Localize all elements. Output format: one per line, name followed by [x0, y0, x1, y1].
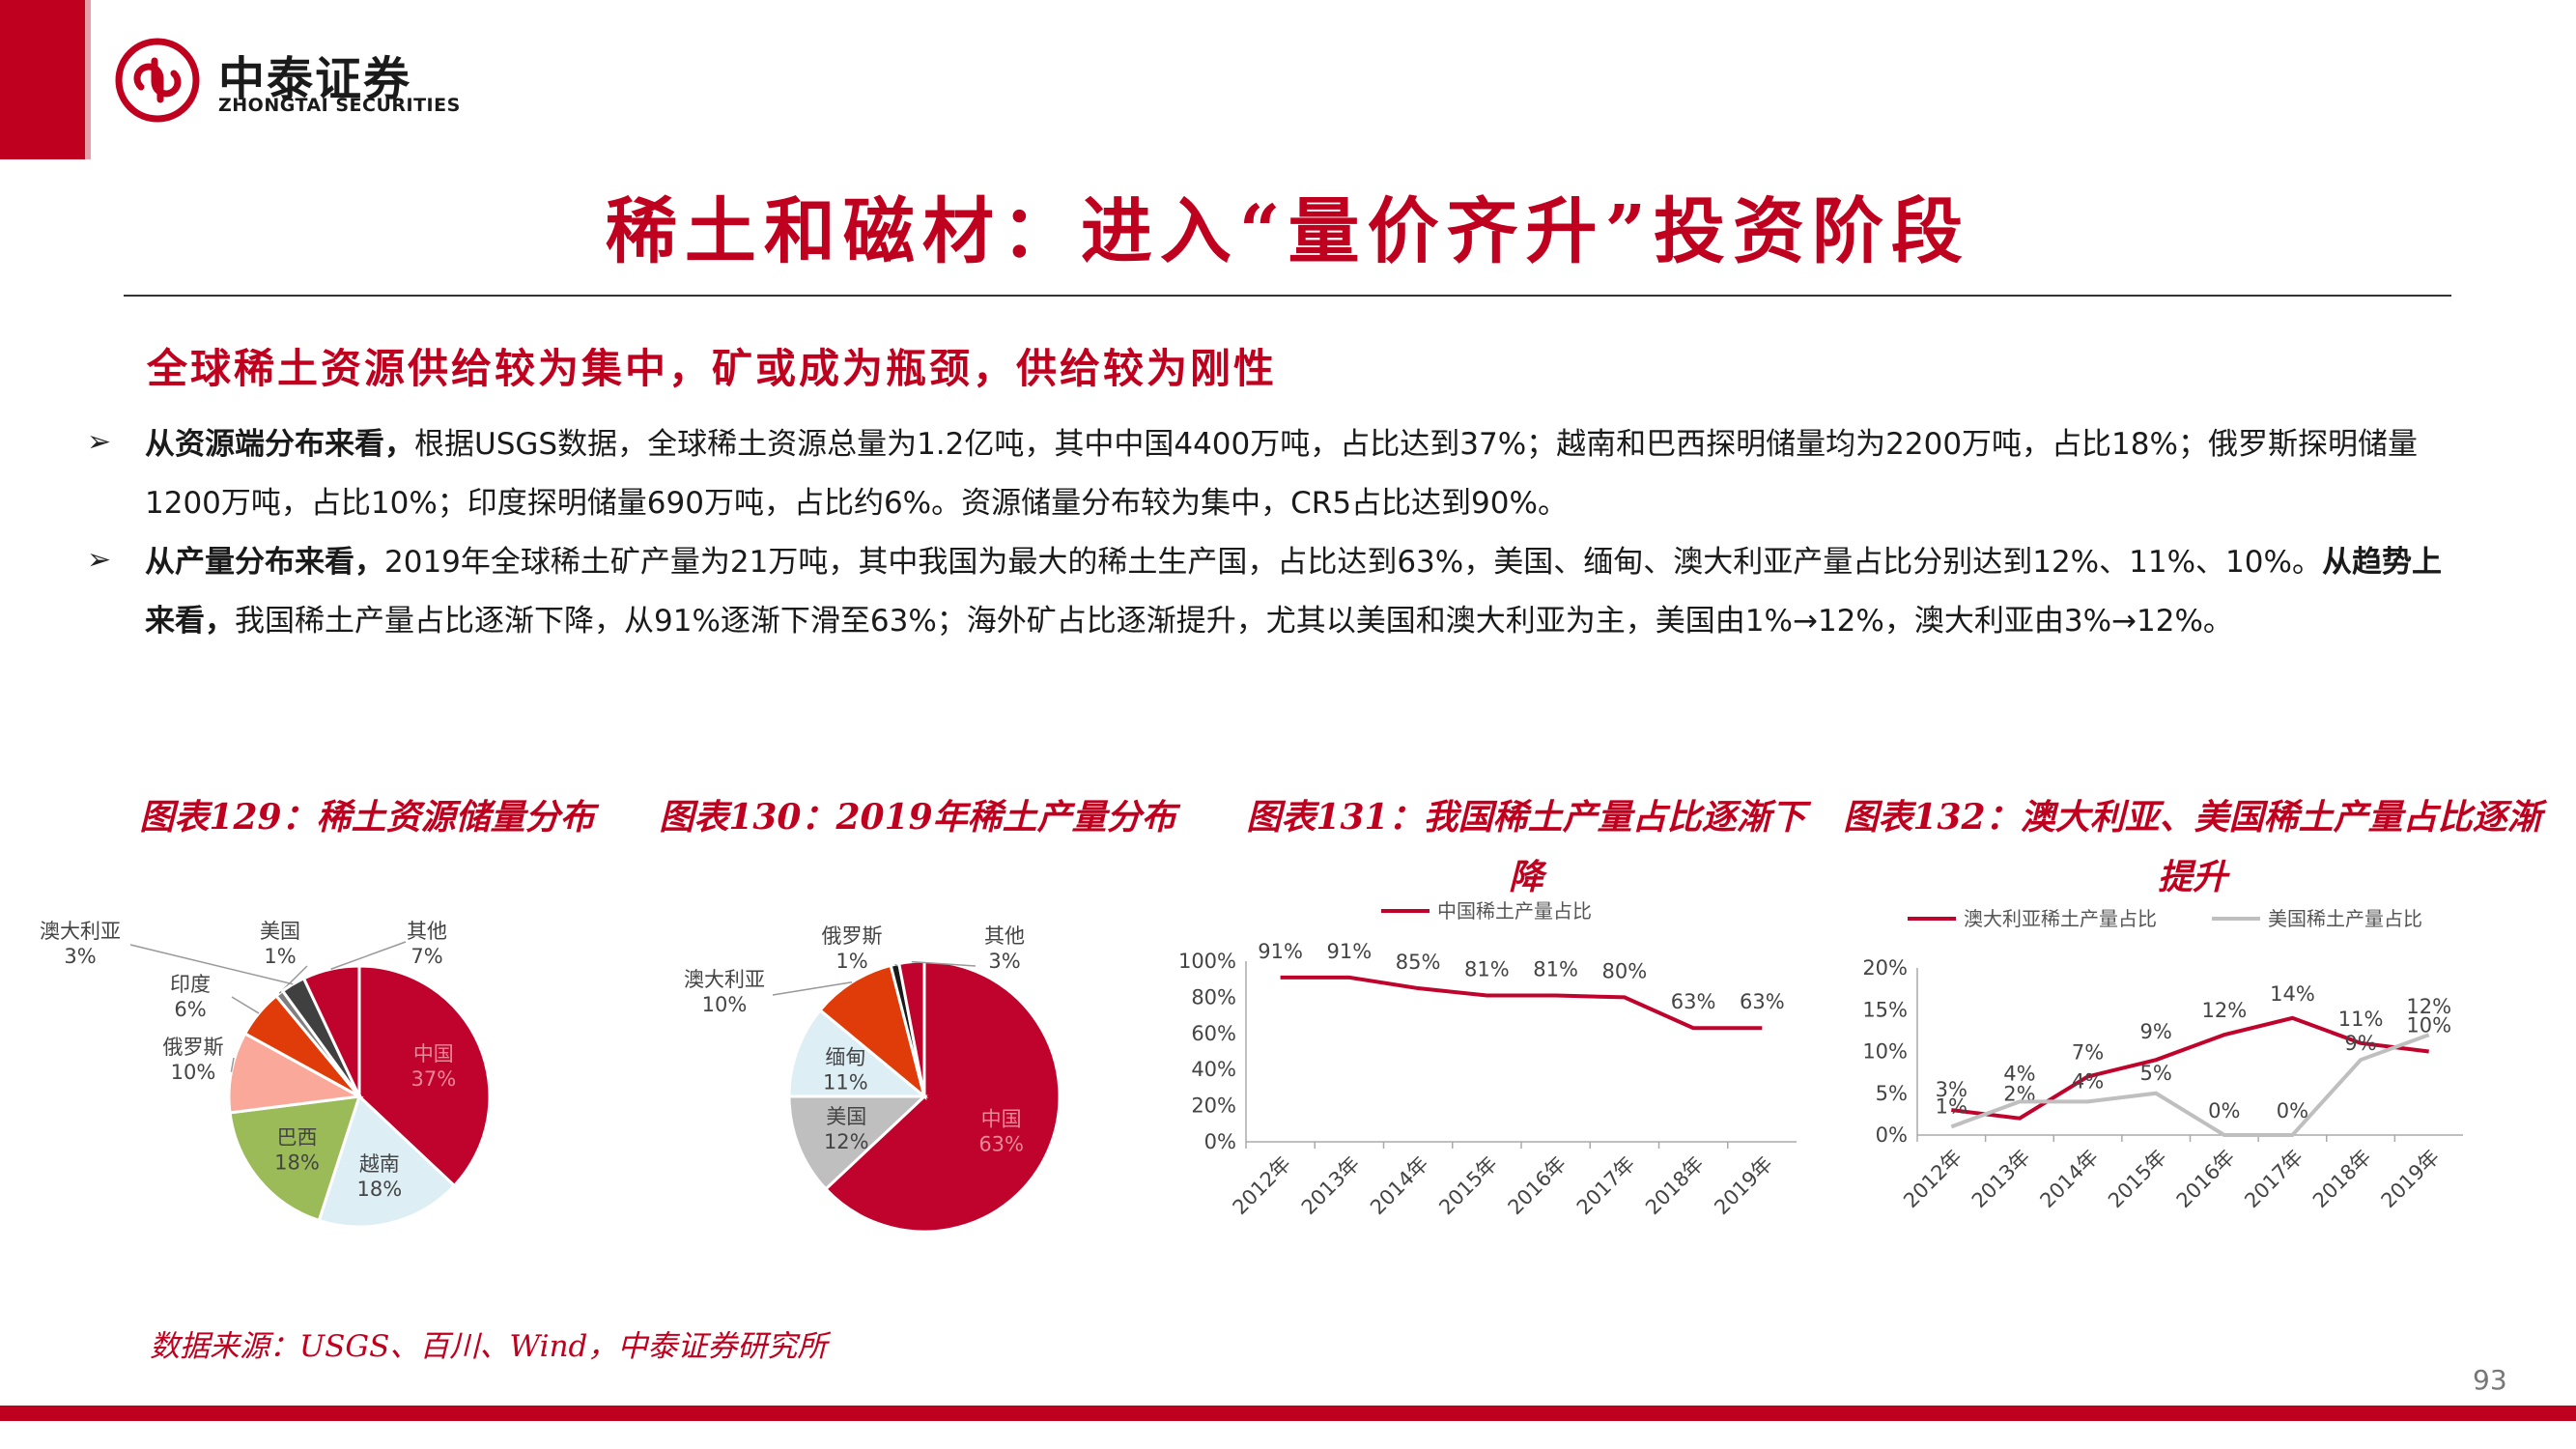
- chart-2-y-tick: 80%: [1191, 985, 1236, 1009]
- chart-2-x-tick: 2016年: [1504, 1152, 1571, 1220]
- chart-2-data-label: 63%: [1671, 990, 1716, 1013]
- pie-label-4: 俄罗斯: [822, 924, 883, 948]
- pie-label-3: 澳大利亚: [684, 968, 765, 991]
- pie-value-0: 63%: [978, 1132, 1024, 1155]
- pie-label-4: 印度: [170, 973, 211, 996]
- chart-3-x-tick: 2018年: [2308, 1146, 2376, 1213]
- pie-value-4: 6%: [174, 998, 206, 1021]
- chart-2-data-label: 80%: [1602, 959, 1648, 982]
- chart-3-legend-label-1: 美国稀土产量占比: [2268, 907, 2422, 930]
- chart-3-y-tick: 20%: [1862, 956, 1908, 980]
- pie-value-1: 18%: [356, 1178, 402, 1201]
- pie-value-5: 1%: [264, 945, 296, 968]
- chart-2-x-tick: 2018年: [1641, 1152, 1709, 1220]
- pie-label-5: 美国: [260, 920, 300, 943]
- chart-2-y-tick: 20%: [1191, 1094, 1236, 1118]
- chart-3-x-tick: 2014年: [2035, 1146, 2103, 1213]
- chart-2-x-tick: 2013年: [1297, 1152, 1365, 1220]
- data-source-note: 数据来源：USGS、百川、Wind，中泰证券研究所: [150, 1321, 827, 1365]
- chart-3-data-label: 12%: [2201, 999, 2247, 1022]
- pie-label-1: 美国: [826, 1105, 866, 1128]
- pie-value-6: 3%: [64, 945, 96, 968]
- chart-3-x-tick: 2017年: [2240, 1146, 2307, 1213]
- pie-value-7: 7%: [410, 945, 442, 968]
- chart-3-x-tick: 2015年: [2104, 1146, 2171, 1213]
- chart-3-data-label: 4%: [2072, 1069, 2104, 1093]
- chart-3-data-label: 1%: [1936, 1094, 1967, 1118]
- pie-label-3: 俄罗斯: [163, 1036, 224, 1059]
- pie-label-2: 缅甸: [825, 1046, 865, 1069]
- chart-2-x-tick: 2012年: [1229, 1152, 1296, 1220]
- chart-3-y-tick: 5%: [1876, 1082, 1908, 1105]
- chart-2-x-tick: 2017年: [1572, 1152, 1640, 1220]
- chart-2-x-tick: 2014年: [1366, 1152, 1433, 1220]
- page-number: 93: [2473, 1364, 2507, 1396]
- chart-3-data-label: 14%: [2270, 982, 2315, 1006]
- chart-2-data-label: 85%: [1396, 951, 1441, 974]
- chart-3-x-tick: 2013年: [1967, 1146, 2035, 1213]
- chart-3-data-label: 0%: [2277, 1099, 2308, 1122]
- pie-value-4: 1%: [835, 950, 867, 973]
- chart-2-y-tick: 100%: [1178, 950, 1236, 973]
- chart-2-x-tick: 2015年: [1434, 1152, 1502, 1220]
- chart-3-y-tick: 10%: [1862, 1040, 1908, 1064]
- pie-value-5: 3%: [988, 950, 1020, 973]
- pie-value-2: 18%: [274, 1151, 320, 1174]
- chart-2-data-label: 91%: [1327, 940, 1373, 963]
- chart-3-data-label: 7%: [2072, 1040, 2104, 1064]
- pie-label-1: 越南: [359, 1152, 400, 1176]
- chart-3-legend-label-0: 澳大利亚稀土产量占比: [1964, 907, 2157, 930]
- chart-2-data-label: 81%: [1533, 958, 1578, 981]
- pie-label-5: 其他: [984, 924, 1025, 948]
- chart-2-data-label: 81%: [1464, 958, 1510, 981]
- chart-3-data-label: 5%: [2140, 1062, 2172, 1085]
- chart-3-x-tick: 2012年: [1899, 1146, 1967, 1213]
- chart-2-data-label: 63%: [1740, 990, 1785, 1013]
- chart-3-y-tick: 0%: [1876, 1123, 1908, 1147]
- chart-3-data-label: 0%: [2208, 1099, 2240, 1122]
- pie-label-2: 巴西: [277, 1125, 318, 1149]
- chart-2-legend-label-0: 中国稀土产量占比: [1437, 899, 1592, 923]
- chart-3-data-label: 12%: [2406, 995, 2451, 1018]
- chart-3-x-tick: 2019年: [2377, 1146, 2445, 1213]
- pie-label-7: 其他: [407, 920, 447, 943]
- pie-value-3: 10%: [171, 1061, 216, 1084]
- chart-3-data-label: 11%: [2338, 1008, 2384, 1031]
- chart-2-y-tick: 0%: [1204, 1130, 1236, 1153]
- chart-3-data-label: 4%: [2003, 1062, 2035, 1085]
- pie-label-6: 澳大利亚: [40, 920, 121, 943]
- bottom-accent-bar: [0, 1406, 2576, 1421]
- pie-label-0: 中国: [981, 1107, 1022, 1130]
- chart-2-x-tick: 2019年: [1710, 1152, 1777, 1220]
- chart-2-data-label: 91%: [1258, 940, 1303, 963]
- chart-3-x-tick: 2016年: [2172, 1146, 2240, 1213]
- pie-leader-line-4: [232, 997, 259, 1013]
- pie-value-2: 11%: [823, 1071, 868, 1094]
- pie-label-0: 中国: [413, 1042, 454, 1065]
- pie-value-1: 12%: [824, 1130, 869, 1153]
- chart-3-data-label: 9%: [2344, 1032, 2376, 1055]
- chart-3-y-tick: 15%: [1862, 998, 1908, 1021]
- pie-value-0: 37%: [410, 1067, 456, 1091]
- chart-3-data-label: 9%: [2140, 1020, 2172, 1043]
- chart-2-y-tick: 60%: [1191, 1022, 1236, 1045]
- pie-value-3: 10%: [702, 993, 748, 1016]
- chart-2-y-tick: 40%: [1191, 1058, 1236, 1081]
